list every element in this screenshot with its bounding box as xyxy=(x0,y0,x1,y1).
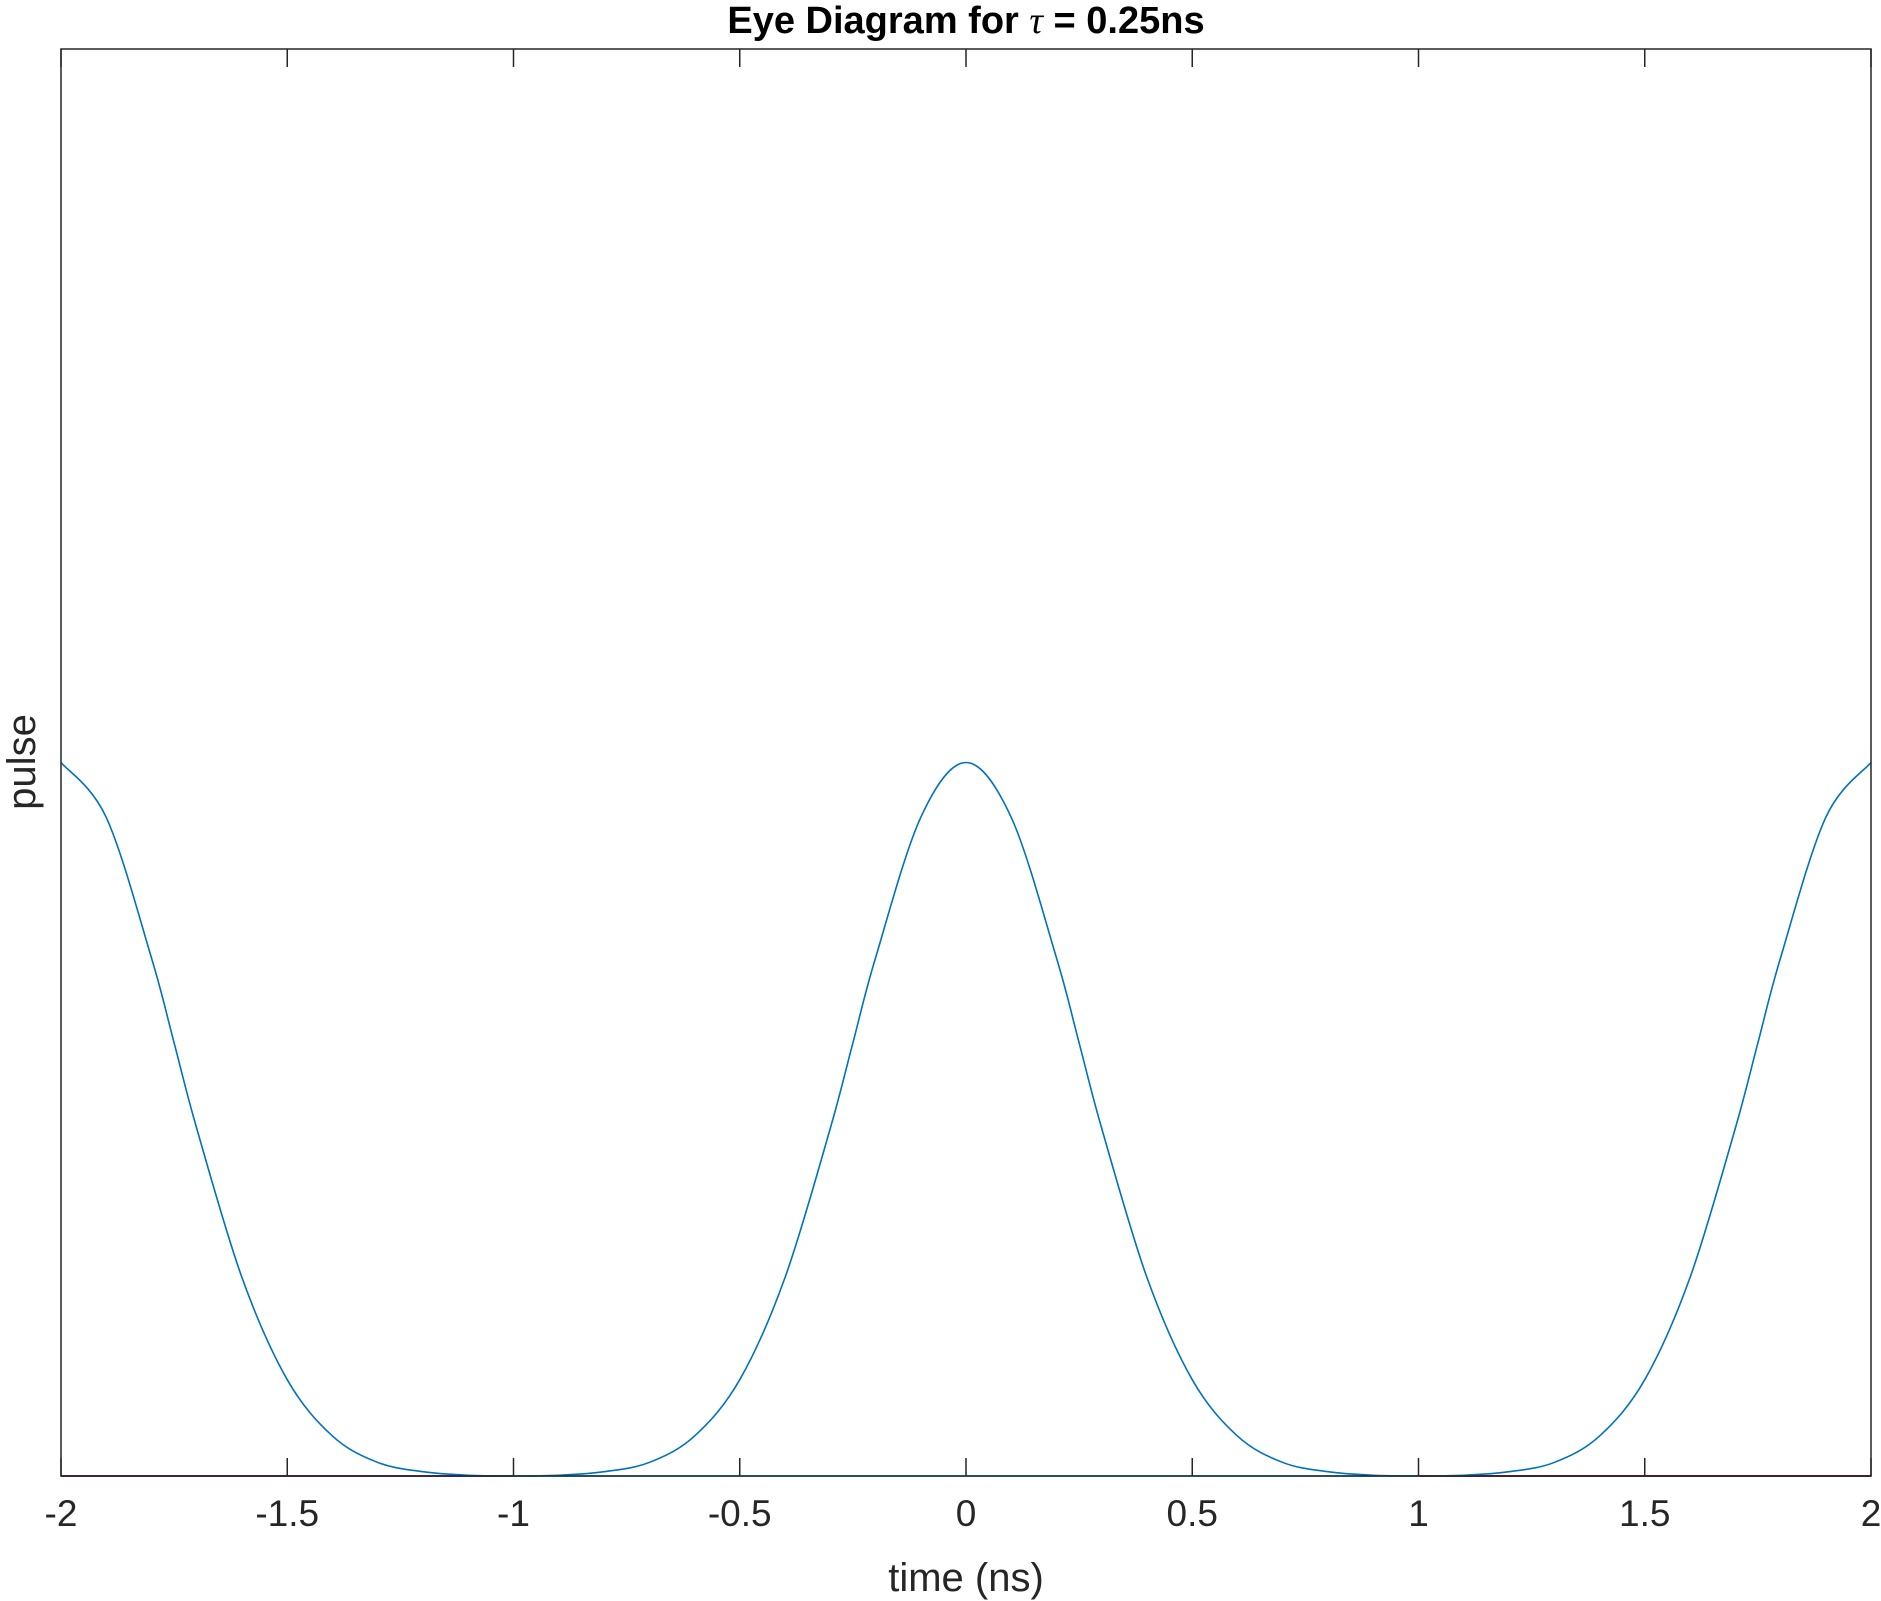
x-axis-label: time (ns) xyxy=(888,1556,1044,1600)
chart-title-tau-symbol: τ xyxy=(1029,0,1044,42)
chart-title-prefix: Eye Diagram for xyxy=(727,0,1029,42)
series-line-1 xyxy=(60,761,1872,1477)
x-tick-label: -0.5 xyxy=(708,1493,772,1534)
chart-title-suffix: = 0.25ns xyxy=(1043,0,1205,42)
x-tick-label: 0 xyxy=(956,1493,977,1534)
x-tick-label: 2 xyxy=(1861,1493,1881,1534)
x-tick-label: -1.5 xyxy=(255,1493,319,1534)
x-tick-label: 1 xyxy=(1408,1493,1429,1534)
x-tick-label: -2 xyxy=(45,1493,78,1534)
chart-title: Eye Diagram for τ = 0.25ns xyxy=(727,0,1204,42)
tick-layer: -2 -1.5 -1 -0.5 0 0.5 1 1.5 2 xyxy=(45,49,1881,1534)
x-tick-label: -1 xyxy=(497,1493,530,1534)
x-tick-label: 1.5 xyxy=(1619,1493,1670,1534)
y-axis-label: pulse xyxy=(0,714,44,810)
x-tick-label: 0.5 xyxy=(1167,1493,1218,1534)
axes-box xyxy=(60,48,1872,1477)
